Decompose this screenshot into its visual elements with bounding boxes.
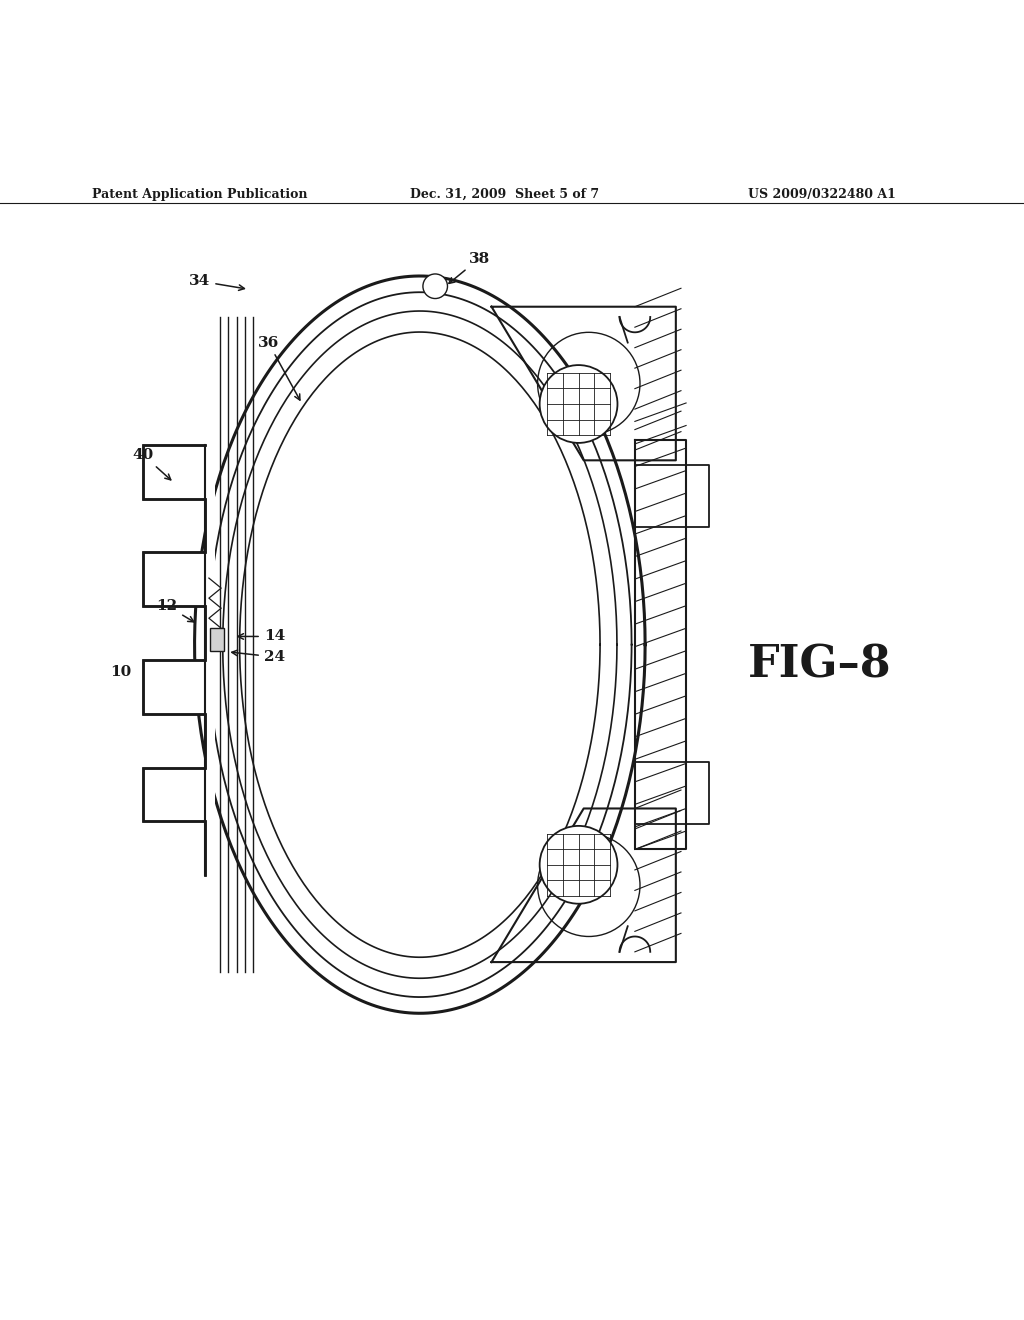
Text: US 2009/0322480 A1: US 2009/0322480 A1 — [748, 187, 895, 201]
Text: 10: 10 — [111, 665, 131, 680]
Circle shape — [540, 826, 617, 904]
Text: 38: 38 — [449, 252, 489, 284]
Ellipse shape — [240, 333, 600, 957]
Text: 34: 34 — [189, 275, 245, 290]
Polygon shape — [143, 445, 215, 875]
Text: 24: 24 — [231, 649, 285, 664]
Circle shape — [540, 366, 617, 444]
Text: 14: 14 — [238, 630, 285, 643]
Text: FIG–8: FIG–8 — [748, 644, 891, 686]
Text: Dec. 31, 2009  Sheet 5 of 7: Dec. 31, 2009 Sheet 5 of 7 — [410, 187, 599, 201]
Text: 40: 40 — [133, 449, 171, 480]
Circle shape — [423, 275, 447, 298]
Text: 12: 12 — [157, 599, 194, 622]
Text: Patent Application Publication: Patent Application Publication — [92, 187, 307, 201]
Text: 36: 36 — [258, 335, 300, 400]
Bar — [210, 628, 224, 651]
